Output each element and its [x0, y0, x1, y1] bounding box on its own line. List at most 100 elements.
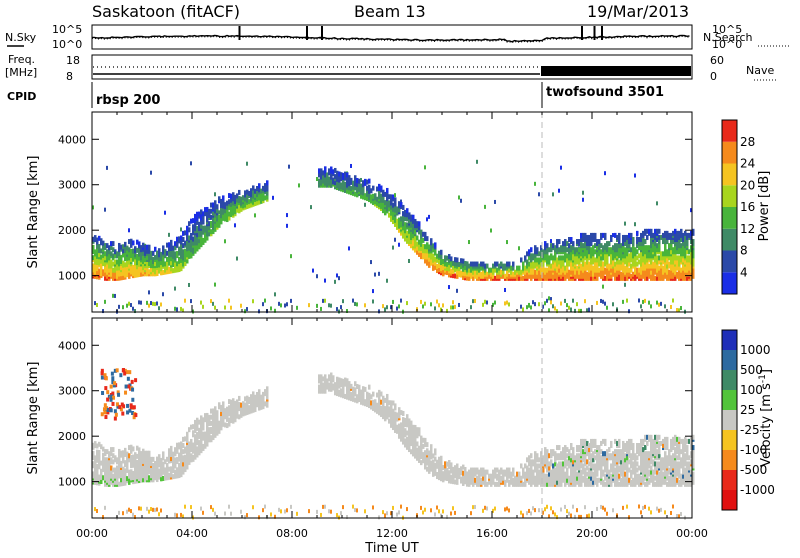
power-colorbar-bin [722, 142, 737, 164]
power-cell [96, 303, 98, 307]
power-cell [644, 299, 646, 303]
velocity-cell [472, 505, 474, 509]
velocity-cell [128, 508, 130, 512]
freq-tick-bottom: 8 [66, 70, 73, 83]
power-cell [650, 304, 652, 308]
velocity-cell [158, 512, 160, 516]
velocity-cell [246, 513, 248, 517]
power-cell [264, 299, 266, 303]
power-cell [468, 240, 470, 244]
power-cell [286, 224, 288, 228]
velocity-cell [316, 510, 318, 514]
power-cell [370, 260, 372, 264]
power-cell [438, 303, 440, 307]
power-cell [106, 166, 108, 170]
velocity-cell [160, 508, 162, 512]
power-cell [224, 239, 226, 243]
velocity-cell [572, 447, 575, 452]
velocity-cell [554, 512, 556, 516]
power-cell [484, 300, 486, 304]
velocity-cell [550, 506, 552, 510]
power-cell [534, 302, 536, 306]
velocity-cell [258, 515, 260, 519]
power-cell [400, 299, 402, 303]
velocity-cell [452, 506, 454, 510]
power-cell [148, 290, 150, 294]
velocity-cell [154, 508, 156, 512]
power-cell [442, 303, 444, 307]
power-cell [386, 305, 388, 309]
velocity-cell [486, 506, 488, 510]
cpid-segment-1: rbsp 200 [96, 93, 160, 108]
power-cell [290, 254, 292, 258]
power-cell [188, 227, 191, 232]
power-cell [634, 222, 636, 226]
power-cell [458, 303, 460, 307]
velocity-cell [352, 505, 354, 509]
power-cell [236, 257, 238, 261]
power-cell [624, 283, 626, 287]
power-colorbar-tick: 12 [740, 222, 755, 236]
power-cell [378, 272, 380, 276]
power-cell [288, 165, 290, 169]
velocity-cell [286, 508, 288, 512]
power-cell [130, 303, 132, 307]
power-cell [238, 190, 241, 195]
power-cell [138, 300, 140, 304]
power-cell [642, 300, 644, 304]
velocity-cell [284, 509, 286, 513]
velocity-cell [94, 507, 96, 511]
power-cell [494, 200, 496, 204]
power-cell [618, 233, 621, 238]
power-cell [382, 304, 384, 308]
velocity-cell [430, 444, 433, 449]
power-cell [392, 300, 394, 304]
velocity-cell [322, 505, 324, 509]
power-cell [340, 305, 342, 309]
power-cell [290, 299, 292, 303]
power-cell [386, 188, 389, 193]
power-colorbar-tick: 28 [740, 135, 755, 149]
power-cell [504, 301, 506, 305]
power-cell [316, 177, 318, 181]
power-cell [324, 279, 326, 283]
velocity-cell [456, 464, 459, 469]
power-cell [274, 292, 276, 296]
power-cell [162, 292, 164, 296]
power-cell [128, 302, 130, 306]
velocity-cell [418, 427, 421, 432]
velocity-cell [356, 508, 358, 512]
velocity-cell [430, 508, 432, 512]
power-cell [588, 308, 590, 312]
nsearch-tick-bottom: 10^0 [712, 38, 742, 51]
velocity-cell [190, 505, 192, 509]
beam-title: Beam 13 [354, 2, 426, 21]
power-cell [356, 302, 358, 306]
power-cell [320, 307, 322, 311]
power-colorbar-bin [722, 185, 737, 207]
plot-canvas: Saskatoon (fitACF) Beam 13 19/Mar/2013 N… [0, 0, 800, 554]
velocity-cell [156, 507, 158, 511]
power-cell [560, 166, 562, 170]
velocity-cell [280, 509, 282, 513]
power-cell [548, 296, 550, 300]
power-cell [664, 304, 666, 308]
power-cell [552, 192, 554, 196]
velocity-cell [202, 511, 204, 515]
nave-tick-top: 60 [710, 54, 724, 67]
velocity-cell [568, 512, 570, 516]
velocity-cell [484, 506, 486, 510]
power-cell [324, 299, 326, 303]
power-cell [234, 223, 236, 227]
power-cell [112, 241, 115, 246]
velocity-cell [436, 506, 438, 510]
power-cell [352, 299, 354, 303]
power-cell [518, 246, 520, 250]
power-cell [604, 171, 606, 175]
velocity-cell [520, 511, 522, 515]
velocity-cell [494, 507, 496, 511]
power-cell [396, 307, 398, 311]
velocity-cell [526, 511, 528, 515]
cpid-segment-2: twofsound 3501 [546, 85, 664, 100]
